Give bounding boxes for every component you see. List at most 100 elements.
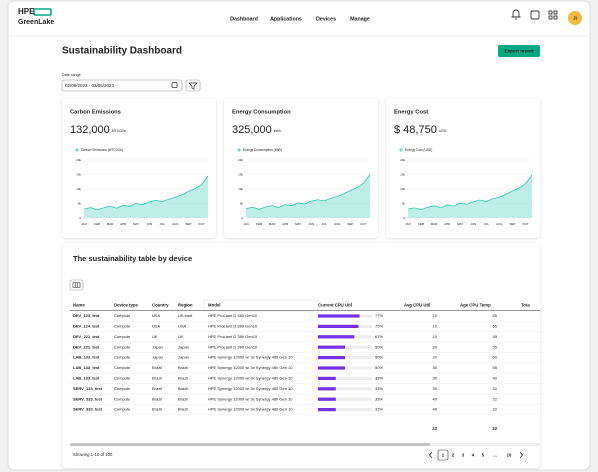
nav-link[interactable]: Manage	[350, 16, 370, 22]
page-link[interactable]: 10	[507, 452, 512, 457]
cpu-track	[318, 376, 372, 380]
cpu-label: 75%	[375, 323, 383, 328]
cell: Brazil	[178, 407, 188, 412]
area	[408, 175, 532, 218]
card-value: 132,000	[70, 124, 110, 136]
card-value: 325,000	[232, 124, 272, 136]
y-tick-label: 5k	[78, 201, 82, 205]
cpu-bar	[318, 345, 345, 349]
cell: 40	[493, 386, 498, 391]
cpu-label: 33%	[375, 375, 383, 380]
page-link[interactable]: 4	[472, 452, 475, 457]
cpu-label: 77%	[375, 313, 383, 318]
column-header[interactable]: Current CPU Util	[318, 303, 352, 308]
cell: Compute	[114, 407, 131, 412]
cell: 40	[493, 375, 498, 380]
x-tick-label: FEB	[256, 222, 262, 226]
cell: Brazil	[178, 396, 188, 401]
nav-link[interactable]: Devices	[316, 16, 336, 22]
export-button[interactable]	[498, 45, 540, 57]
apps-icon[interactable]	[548, 10, 558, 20]
cell: US east	[178, 313, 193, 318]
cpu-label: 33%	[375, 396, 383, 401]
cell: UK	[152, 334, 158, 339]
cell: Compute	[114, 334, 131, 339]
page-link[interactable]: 1	[442, 452, 445, 457]
x-tick-label: FEB	[418, 222, 424, 226]
scroll-thumb[interactable]	[70, 443, 430, 446]
x-tick-label: MAY	[457, 222, 463, 226]
y-tick-label: 10k	[400, 187, 405, 191]
y-tick-label: 15k	[238, 172, 243, 176]
row-name: LAB_133_test	[73, 375, 100, 380]
avatar[interactable]	[568, 11, 582, 25]
cell: 40	[433, 407, 438, 412]
cell: Brazil	[178, 365, 188, 370]
cpu-bar	[318, 397, 336, 401]
cpu-bar	[318, 376, 336, 380]
x-tick-label: SEP	[509, 222, 515, 226]
filter-button[interactable]	[185, 79, 201, 92]
column-header[interactable]: Model	[208, 303, 220, 308]
column-header[interactable]: Device type	[114, 303, 138, 308]
y-tick-label: 10k	[76, 187, 81, 191]
x-tick-label: JAN	[81, 222, 87, 226]
x-tick-label: FEB	[94, 222, 100, 226]
column-header[interactable]: Country	[152, 303, 169, 308]
cpu-label: 50%	[375, 355, 383, 360]
bell-icon[interactable]	[511, 9, 521, 20]
nav-link[interactable]: Dashboard	[230, 16, 258, 22]
cell: Compute	[114, 365, 131, 370]
logo-mark	[33, 8, 52, 16]
export-label: Export report	[504, 49, 534, 54]
cell: Brazil	[178, 375, 188, 380]
column-header[interactable]: Name	[73, 303, 85, 308]
card-title: Energy Cost	[394, 110, 428, 116]
y-tick-label: 20k	[238, 158, 243, 162]
x-tick-label: JUN	[470, 222, 476, 226]
nav-link[interactable]: Applications	[270, 16, 302, 22]
page-link[interactable]: 5	[482, 452, 485, 457]
x-tick-label: JUN	[308, 222, 314, 226]
cell: Compute	[114, 344, 131, 349]
cell: 55	[493, 344, 498, 349]
cpu-label: 50%	[375, 365, 383, 370]
row-name: SERV_333_test	[73, 396, 103, 401]
cell: 30	[433, 386, 438, 391]
y-tick-label: 5k	[402, 201, 406, 205]
columns-button[interactable]	[69, 279, 84, 291]
next-page[interactable]	[519, 451, 524, 459]
x-tick-label: APR	[444, 222, 451, 226]
row-name: LAB_133_test	[73, 365, 100, 370]
prev-page[interactable]	[428, 451, 433, 459]
cell: USA	[152, 323, 161, 328]
column-header[interactable]: Region	[178, 303, 193, 308]
y-tick-label: 10k	[238, 187, 243, 191]
page-link[interactable]: ...	[493, 452, 497, 457]
table-title: The sustainability table by device	[73, 254, 192, 263]
cell: Japan	[178, 355, 189, 360]
column-header[interactable]: Tota	[521, 303, 530, 308]
column-header[interactable]: Avg CPU Util	[404, 303, 430, 308]
current-page[interactable]	[437, 449, 449, 461]
cell: Japan	[152, 344, 163, 349]
cpu-bar	[318, 356, 345, 360]
cell: Brazil	[178, 386, 188, 391]
cell: Brazil	[152, 375, 162, 380]
column-header[interactable]: Age CPU Temp	[460, 303, 491, 308]
page-link[interactable]: 2	[452, 452, 455, 457]
cell: 22	[493, 396, 498, 401]
date-input[interactable]	[61, 79, 183, 92]
cell: UK	[178, 334, 184, 339]
y-tick-label: 0	[403, 216, 405, 220]
help-icon[interactable]	[530, 10, 540, 20]
legend-label: Energy Cost (USD)	[405, 148, 432, 152]
y-tick-label: 15k	[400, 172, 405, 176]
x-tick-label: APR	[120, 222, 127, 226]
page-link[interactable]: 3	[462, 452, 465, 457]
cell: 20	[433, 355, 438, 360]
cell: HPE ProLiant D 380 Gen10	[208, 313, 258, 318]
cell: Japan	[152, 355, 163, 360]
area-line	[407, 174, 533, 211]
